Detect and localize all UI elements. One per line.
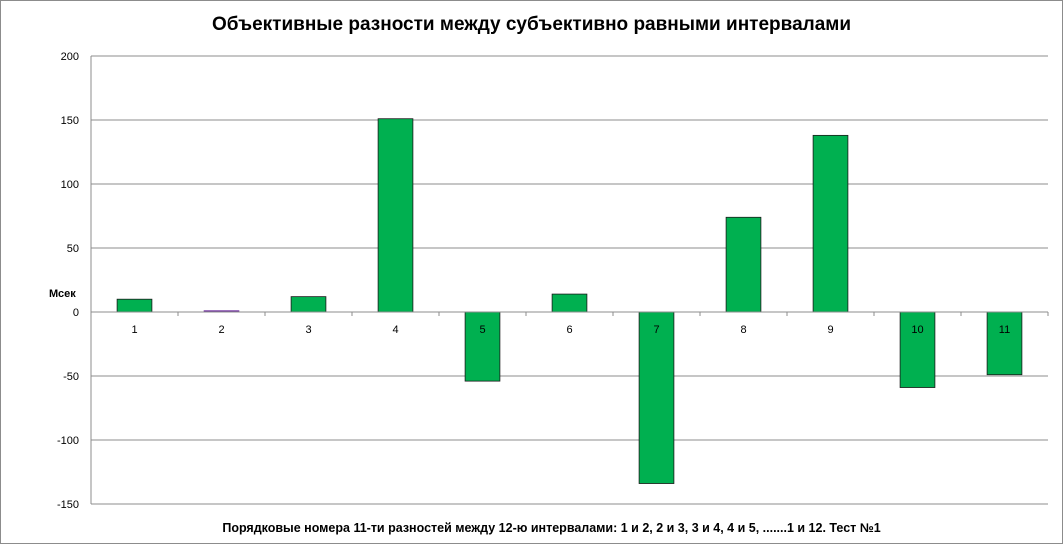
bar [551, 293, 588, 313]
x-tick-label: 8 [740, 324, 746, 336]
y-tick-label: 200 [61, 51, 79, 63]
x-tick-label: 4 [392, 324, 398, 336]
x-tick-label: 5 [479, 324, 485, 336]
x-tick-label: 11 [999, 324, 1010, 336]
bar [290, 296, 327, 313]
x-axis-title: Порядковые номера 11-ти разностей между … [222, 521, 881, 535]
x-tick-label: 10 [911, 324, 923, 336]
chart-title: Объективные разности между субъективно р… [211, 14, 852, 35]
bar [725, 216, 762, 313]
bar [116, 298, 153, 313]
bar [638, 311, 675, 484]
y-tick-label: -100 [57, 435, 79, 447]
y-tick-label: 150 [61, 115, 79, 127]
bar [377, 118, 414, 313]
bar [899, 311, 936, 388]
bar [812, 134, 849, 313]
bar [464, 311, 501, 382]
x-tick-label: 2 [218, 324, 224, 336]
bar [986, 311, 1023, 376]
y-tick-label: -150 [57, 499, 79, 511]
y-tick-label: 50 [67, 243, 79, 255]
x-tick-label: 7 [653, 324, 659, 336]
x-tick-label: 6 [566, 324, 572, 336]
x-tick-label: 3 [305, 324, 311, 336]
y-tick-label: 100 [61, 179, 79, 191]
x-tick-label: 1 [131, 324, 137, 336]
y-axis-title: Мсек [49, 288, 76, 300]
y-tick-label: 0 [73, 307, 79, 319]
x-tick-label: 9 [827, 324, 833, 336]
y-tick-label: -50 [63, 371, 79, 383]
